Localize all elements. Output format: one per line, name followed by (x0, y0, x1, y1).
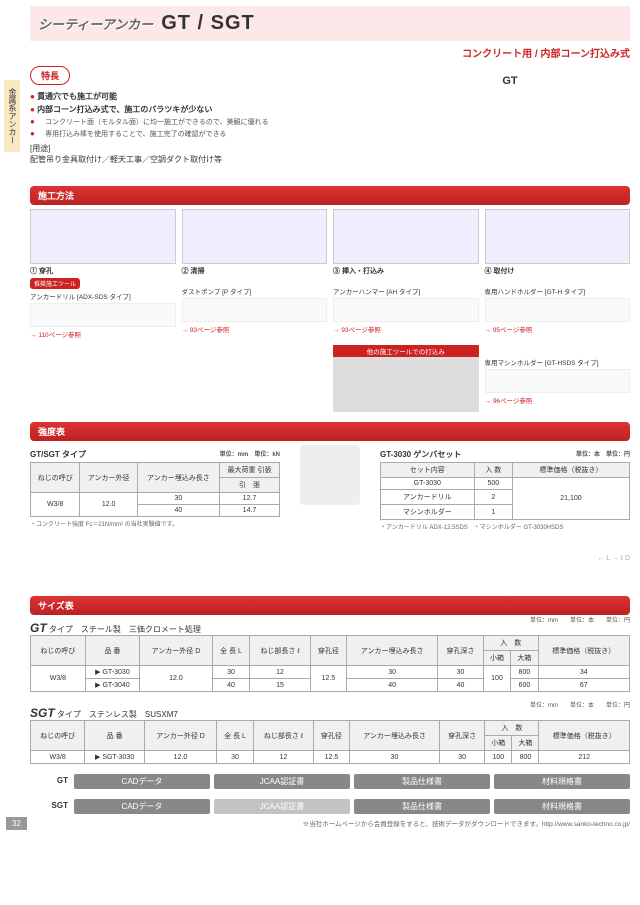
dl-button: JCAA認証書 (214, 799, 350, 814)
sgt-title: SGT (30, 706, 55, 720)
dl-button[interactable]: 製品仕様書 (354, 799, 490, 814)
side-tab: 金属系アンカー (4, 80, 20, 152)
step: ① 穿孔 推奨施工ツール アンカードリル [ADX-SDS タイプ] 110ペー… (30, 209, 176, 339)
set-table: セット内容入 数標準価格（税抜き） GT-303050021,100 アンカード… (380, 462, 630, 520)
gt-title: GT (30, 621, 47, 635)
method-steps: ① 穿孔 推奨施工ツール アンカードリル [ADX-SDS タイプ] 110ペー… (30, 209, 630, 339)
feature-item: 内部コーン打込み式で、施工のバラツキが少ない (30, 104, 440, 115)
gt-size-table: ねじの呼び品 番 アンカー外径 D全 長 L ねじ部長さ ℓ穿孔径 アンカー埋込… (30, 635, 630, 692)
bucket-image (300, 445, 360, 505)
method-title: 施工方法 (30, 186, 630, 205)
download-row: SGT CADデータ JCAA認証書 製品仕様書 材料規格書 (30, 799, 630, 814)
feature-item: コンクリート面（モルタル面）に均一施工ができるので、美観に優れる (30, 117, 440, 127)
page-ref: 110ページ参照 (30, 329, 176, 339)
subhead: コンクリート用 / 内部コーン打込み式 (30, 45, 630, 60)
strength-table: ねじの呼びアンカー外径アンカー埋込み長さ最大荷重 引張 引 張 W3/812.0… (30, 462, 280, 517)
dl-button[interactable]: 材料規格書 (494, 799, 630, 814)
dl-button[interactable]: 製品仕様書 (354, 774, 490, 789)
page-number: 32 (6, 817, 27, 830)
footer-note: ※当社ホームページから会員登録をすると、技術データがダウンロードできます。htt… (30, 818, 630, 828)
step: ③ 挿入・打込み アンカーハンマー [AH タイプ] 93ページ参照 (333, 209, 479, 339)
product-image (450, 66, 630, 176)
features-title: 特長 (30, 66, 70, 85)
size-title: サイズ表 (30, 596, 630, 615)
dl-button[interactable]: JCAA認証書 (214, 774, 350, 789)
sgt-size-table: ねじの呼び品 番 アンカー外径 D全 長 L ねじ部長さ ℓ穿孔径 アンカー埋込… (30, 720, 630, 764)
strength-title: 強度表 (30, 422, 630, 441)
page-header: シーティーアンカー GT / SGT (30, 6, 630, 41)
feature-item: 貫通穴でも施工が可能 (30, 91, 440, 102)
feature-item: 専用打込み棒を使用することで、施工完了の確認ができる (30, 129, 440, 139)
step: ② 清掃 ダストポンプ [P タイプ] 93ページ参照 (182, 209, 328, 339)
dl-button[interactable]: 材料規格書 (494, 774, 630, 789)
brand-logo: シーティーアンカー (38, 14, 153, 33)
download-row: GT CADデータ JCAA認証書 製品仕様書 材料規格書 (30, 774, 630, 789)
dl-button[interactable]: CADデータ (74, 799, 210, 814)
features-list: 貫通穴でも施工が可能 内部コーン打込み式で、施工のバラツキが少ない コンクリート… (30, 91, 440, 139)
page-title: GT / SGT (161, 12, 255, 35)
dimension-diagram: ← L → ℓ D (380, 531, 630, 586)
rec-tool-tag: 推奨施工ツール (30, 278, 80, 289)
dl-button[interactable]: CADデータ (74, 774, 210, 789)
alt-tool: 他の施工ツールでの打込み 専用マシンホルダー [GT-HSDS タイプ] 96ペ… (30, 345, 630, 412)
uses: [用途] 配管吊り金具取付け／軽天工事／空調ダクト取付け等 (30, 143, 440, 165)
step: ④ 取付け 専用ハンドホルダー [GT-H タイプ] 95ページ参照 (485, 209, 631, 339)
step-image (30, 209, 176, 264)
